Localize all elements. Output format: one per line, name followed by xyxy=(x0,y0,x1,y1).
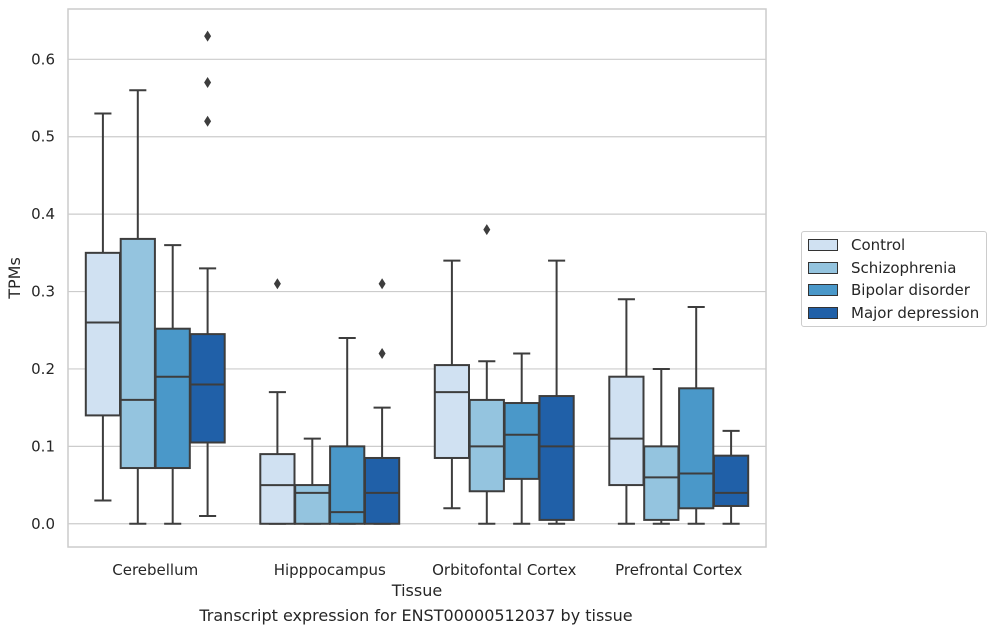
box-bipolar-disorder xyxy=(154,244,191,525)
x-tick-label: Hipppocampus xyxy=(274,561,386,579)
legend-label: Control xyxy=(851,236,906,254)
legend-swatch xyxy=(808,239,838,251)
y-tick-label: 0.6 xyxy=(31,50,55,68)
y-axis-label: TPMs xyxy=(5,257,24,300)
box-major-depression xyxy=(538,259,575,525)
legend-item: Schizophrenia xyxy=(808,258,956,278)
box-iqr xyxy=(433,364,471,459)
box-iqr xyxy=(84,251,122,417)
box-iqr xyxy=(154,327,191,470)
outlier-point xyxy=(204,77,212,89)
legend-item: Major depression xyxy=(808,303,979,323)
box-schizophrenia xyxy=(119,89,156,525)
outlier-point xyxy=(273,278,281,290)
y-tick-label: 0.1 xyxy=(31,437,55,455)
outlier-point xyxy=(204,115,212,127)
legend: Control Schizophrenia Bipolar disorder Majo… xyxy=(801,231,987,327)
box-iqr xyxy=(294,484,331,525)
box-schizophrenia xyxy=(468,224,505,525)
y-tick-label: 0.4 xyxy=(31,205,55,223)
outlier-point xyxy=(378,278,386,290)
legend-label: Major depression xyxy=(851,303,980,322)
x-tick-label: Cerebellum xyxy=(112,561,198,579)
x-tick-label: Orbitofontal Cortex xyxy=(432,561,576,579)
box-iqr xyxy=(119,237,156,470)
y-tick-label: 0.0 xyxy=(31,515,55,533)
legend-swatch xyxy=(808,261,838,274)
box-major-depression xyxy=(363,278,401,525)
legend-label: Schizophrenia xyxy=(851,258,957,277)
y-tick-label: 0.5 xyxy=(31,128,55,146)
box-bipolar-disorder xyxy=(329,336,366,525)
box-schizophrenia xyxy=(294,437,331,525)
x-axis-label: Tissue xyxy=(391,581,442,600)
y-tick-label: 0.3 xyxy=(31,283,55,301)
box-iqr xyxy=(259,453,296,525)
box-iqr xyxy=(503,402,540,480)
x-tick-label: Prefrontal Cortex xyxy=(615,561,742,579)
box-groups xyxy=(84,30,750,525)
outlier-point xyxy=(483,224,491,236)
box-bipolar-disorder xyxy=(503,352,540,525)
box-iqr xyxy=(329,445,366,525)
chart-caption: Transcript expression for ENST0000051203… xyxy=(199,606,633,625)
box-control xyxy=(608,298,645,525)
plot-area-frame xyxy=(67,8,767,548)
box-control xyxy=(259,278,296,525)
y-tick-label: 0.2 xyxy=(31,360,55,378)
box-control xyxy=(84,112,122,502)
box-major-depression xyxy=(712,429,750,525)
box-iqr xyxy=(643,445,680,521)
legend-item: Bipolar disorder xyxy=(808,280,970,300)
y-axis-ticks: 0.0 0.1 0.2 0.3 0.4 0.5 0.6 xyxy=(31,50,55,532)
box-iqr xyxy=(189,333,226,444)
box-iqr xyxy=(712,454,750,507)
box-iqr xyxy=(538,395,575,521)
legend-swatch xyxy=(808,284,838,296)
box-schizophrenia xyxy=(643,367,680,525)
box-control xyxy=(433,259,471,510)
legend-swatch xyxy=(808,306,838,319)
legend-item: Control xyxy=(808,235,905,255)
box-iqr xyxy=(678,387,715,510)
box-iqr xyxy=(363,456,401,525)
outlier-point xyxy=(378,347,386,359)
box-major-depression xyxy=(189,30,226,518)
legend-label: Bipolar disorder xyxy=(851,281,970,299)
box-iqr xyxy=(608,375,645,487)
outlier-point xyxy=(204,30,212,42)
box-bipolar-disorder xyxy=(678,306,715,525)
x-axis-ticks: Cerebellum Hipppocampus Orbitofontal Corte… xyxy=(112,561,742,579)
